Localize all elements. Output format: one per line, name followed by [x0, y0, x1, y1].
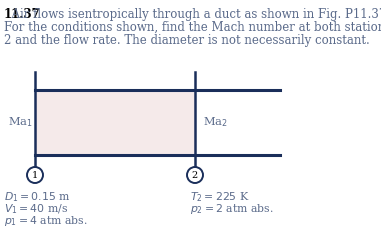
Text: $p_2 = 2$ atm abs.: $p_2 = 2$ atm abs. [190, 202, 274, 216]
Text: For the conditions shown, find the Mach number at both stations 1 and: For the conditions shown, find the Mach … [4, 21, 381, 34]
Circle shape [27, 167, 43, 183]
Text: Ma$_1$: Ma$_1$ [8, 115, 33, 129]
Text: Ma$_2$: Ma$_2$ [203, 115, 228, 129]
Text: $p_1 = 4$ atm abs.: $p_1 = 4$ atm abs. [4, 214, 88, 228]
Text: $D_1 = 0.15$ m: $D_1 = 0.15$ m [4, 190, 70, 204]
Text: Air flows isentropically through a duct as shown in Fig. P11.37.: Air flows isentropically through a duct … [4, 8, 381, 21]
Text: $V_1 = 40$ m/s: $V_1 = 40$ m/s [4, 202, 68, 215]
Bar [35, 90, 195, 155]
Circle shape [187, 167, 203, 183]
Text: 2 and the flow rate. The diameter is not necessarily constant.: 2 and the flow rate. The diameter is not… [4, 34, 370, 47]
Text: 2: 2 [192, 170, 198, 179]
Text: $T_2 = 225$ K: $T_2 = 225$ K [190, 190, 250, 204]
Text: 11.37: 11.37 [4, 8, 41, 21]
Text: 1: 1 [32, 170, 38, 179]
